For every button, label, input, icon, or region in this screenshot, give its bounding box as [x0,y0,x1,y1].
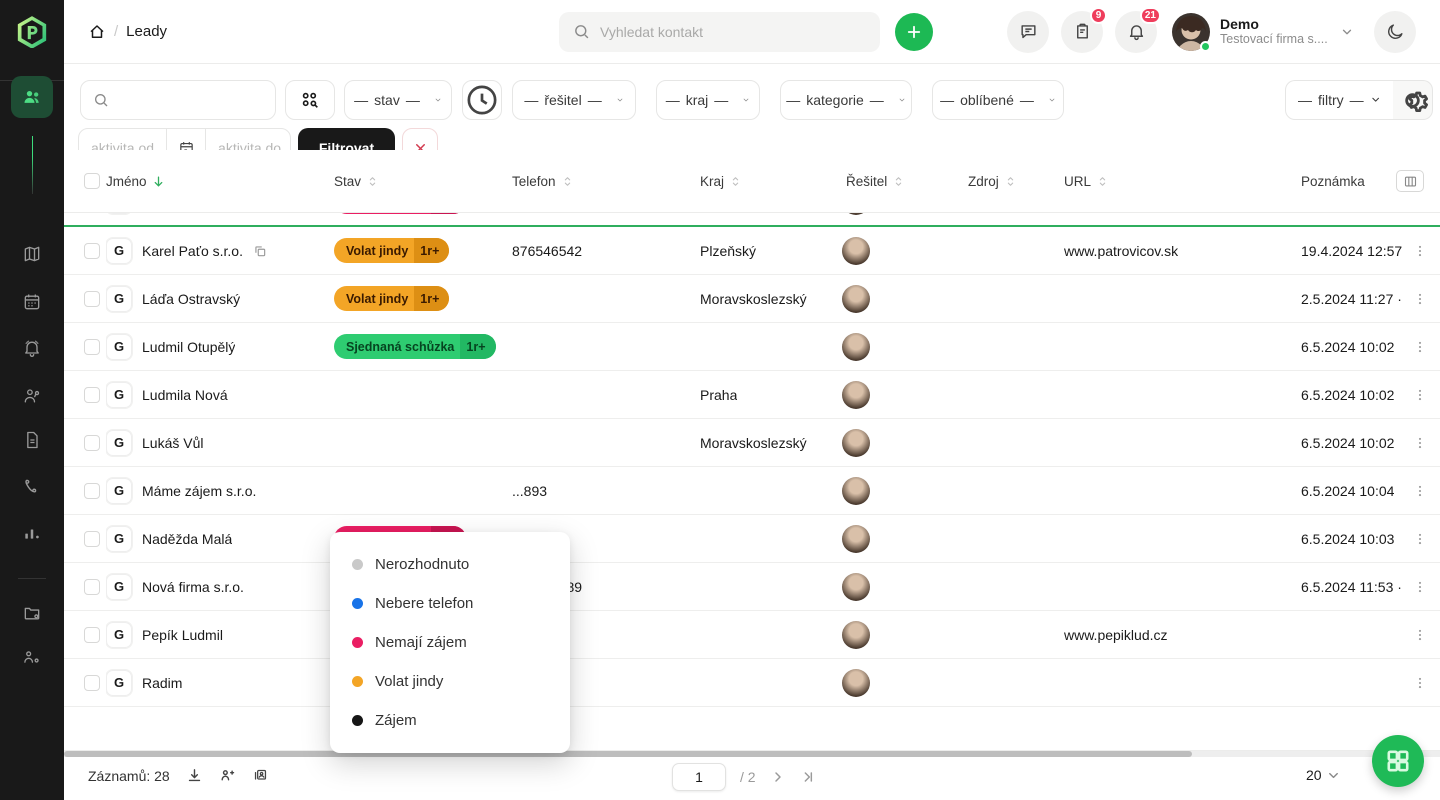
Karel Paťo s.r.o.: G Karel Paťo s.r.o. Volat jindy 1r+ 876546… [64,227,1440,275]
